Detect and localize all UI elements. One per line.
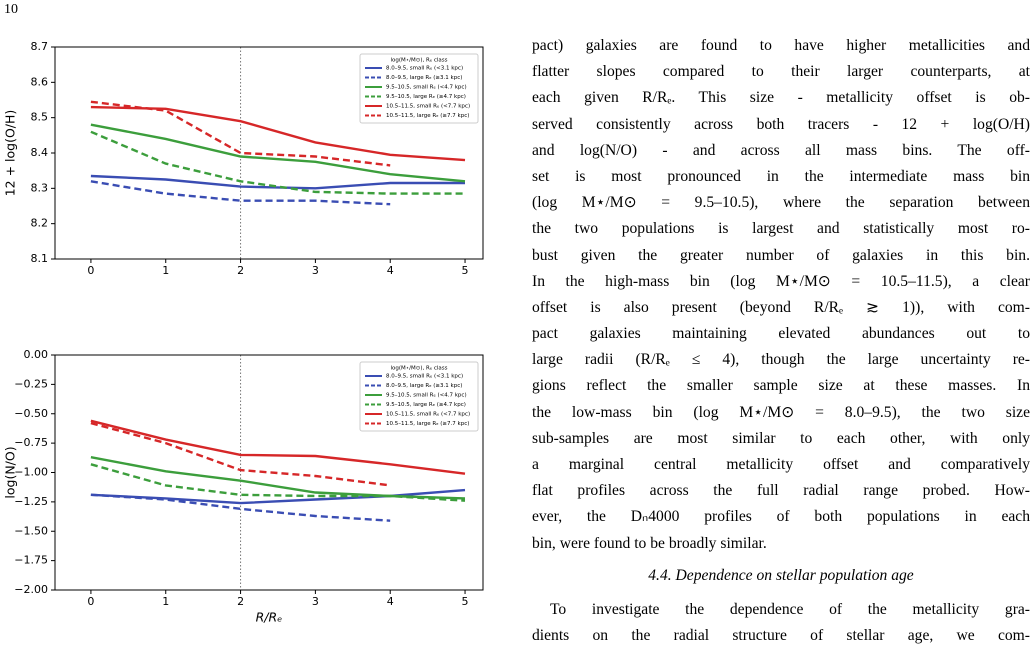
series-line <box>90 130 465 195</box>
x-tick-label: 3 <box>312 595 319 608</box>
text-line: bust given the greater number of galaxie… <box>532 246 1030 264</box>
plot-frame <box>54 46 484 260</box>
text-line: In the high-mass bin (log M⋆/M⊙ = 10.5–1… <box>532 272 1030 290</box>
chart: −2.00 −1.75 −1.50 −1.25 −1.00 −0.75 −0.50 −0.25… <box>3 348 484 625</box>
series-line <box>90 456 466 500</box>
x-tick-label: 5 <box>462 264 469 277</box>
text-line: (log M⋆/M⊙ = 9.5–10.5), where the separa… <box>532 194 1030 212</box>
text-line: ever, the Dₙ4000 profiles of both popula… <box>532 508 1030 526</box>
legend-label: 9.5–10.5, large Rₑ (≥4.7 kpc) <box>386 402 466 408</box>
x-tick-label: 1 <box>162 264 169 277</box>
y-tick-label: −1.75 <box>14 554 48 567</box>
legend: log(M⋆/M⊙), Rₑ class 8.0–9.5, small Rₑ (<… <box>359 53 479 124</box>
legend-label: 9.5–10.5, large Rₑ (≥4.7 kpc) <box>386 94 466 100</box>
y-tick-label: 0.00 <box>24 348 49 361</box>
text-line: To investigate the dependence of the met… <box>550 601 1030 618</box>
series-line <box>90 100 391 167</box>
series-line <box>90 105 466 162</box>
y-tick-label: −1.50 <box>14 524 48 537</box>
legend-label: 10.5–11.5, small Rₑ (<7.7 kpc) <box>386 104 470 110</box>
text-line: dients on the radial structure of stella… <box>532 627 1030 645</box>
legend-label: 10.5–11.5, small Rₑ (<7.7 kpc) <box>386 412 470 418</box>
x-tick-label: 0 <box>87 264 94 277</box>
y-tick-label: 8.6 <box>31 75 49 88</box>
text-line: large radii (R/Rₑ ≤ 4), though the large… <box>532 351 1030 369</box>
text-line: the two populations is largest and stati… <box>532 220 1030 238</box>
legend-label: 9.5–10.5, small Rₑ (<4.7 kpc) <box>386 393 467 399</box>
legend-label: 9.5–10.5, small Rₑ (<4.7 kpc) <box>386 85 467 91</box>
series-line <box>90 419 466 475</box>
y-tick-label: 8.2 <box>31 217 49 230</box>
legend-box <box>359 53 479 124</box>
section-heading: 4.4. Dependence on stellar population ag… <box>648 567 914 584</box>
series-line <box>90 123 466 183</box>
x-tick-label: 1 <box>162 595 169 608</box>
text-line: the low-mass bin (log M⋆/M⊙ = 8.0–9.5), … <box>532 403 1030 421</box>
x-tick-label: 2 <box>237 595 244 608</box>
series-line <box>90 421 391 487</box>
y-tick-label: 8.1 <box>31 252 49 265</box>
text-line: sub-samples are most similar to each oth… <box>532 429 1030 447</box>
y-tick-label: −1.25 <box>14 495 48 508</box>
y-axis-label: log(N/O) <box>3 446 18 498</box>
chart: 8.1 8.2 8.3 8.4 8.5 8.6 8.7 0 1 2 3 4 5 12 + log(O/H)… <box>3 40 484 277</box>
text-line: bin, were found to be broadly similar. <box>532 534 767 552</box>
legend-label: 8.0–9.5, small Rₑ (<3.1 kpc) <box>386 66 463 72</box>
x-axis-label: R/Rₑ <box>256 610 283 625</box>
x-tick-label: 0 <box>87 595 94 608</box>
legend-title: log(M⋆/M⊙), Rₑ class <box>390 58 447 64</box>
y-tick-label: −0.50 <box>14 407 48 420</box>
text-column: pact) galaxies are found to have higher … <box>532 33 1030 557</box>
series-line <box>90 488 466 505</box>
x-tick-label: 3 <box>312 264 319 277</box>
legend-title: log(M⋆/M⊙), Rₑ class <box>390 366 447 372</box>
y-axis-label: 12 + log(O/H) <box>3 110 18 197</box>
x-tick-label: 2 <box>237 264 244 277</box>
legend-label: 8.0–9.5, large Rₑ (≥3.1 kpc) <box>386 383 462 389</box>
text-line: flat profiles across the full radial ran… <box>532 482 1030 500</box>
text-line: gions reflect the smaller sample size at… <box>532 377 1030 395</box>
section-text: To investigate the dependence of the met… <box>532 597 1030 649</box>
y-tick-label: 8.7 <box>31 40 49 53</box>
legend-label: 8.0–9.5, small Rₑ (<3.1 kpc) <box>386 374 463 380</box>
series-line <box>90 180 391 206</box>
text-line: pact galaxies maintaining elevated abund… <box>532 325 1030 343</box>
y-tick-label: −2.00 <box>14 583 48 596</box>
plot-frame <box>54 354 484 591</box>
text-line: each given R/Rₑ. This size - metallicity… <box>532 89 1030 107</box>
page-number: 10 <box>4 2 18 17</box>
legend: log(M⋆/M⊙), Rₑ class 8.0–9.5, small Rₑ (<… <box>359 361 479 432</box>
x-tick-label: 4 <box>387 264 394 277</box>
x-tick-label: 5 <box>462 595 469 608</box>
y-tick-label: −0.75 <box>14 436 48 449</box>
y-tick-label: 8.5 <box>31 111 49 124</box>
y-tick-label: −0.25 <box>14 377 48 390</box>
text-line: set is most pronounced in the intermedia… <box>532 167 1030 185</box>
legend-box <box>359 361 479 432</box>
text-line: a marginal central metallicity offset an… <box>532 456 1030 473</box>
text-line: and log(N/O) - and across all mass bins.… <box>532 141 1030 159</box>
x-tick-label: 4 <box>387 595 394 608</box>
text-line: served consistently across both tracers … <box>532 115 1030 133</box>
legend-label: 10.5–11.5, large Rₑ (≥7.7 kpc) <box>386 421 469 427</box>
legend-label: 10.5–11.5, large Rₑ (≥7.7 kpc) <box>386 113 469 119</box>
series-line <box>90 463 466 502</box>
text-line: pact) galaxies are found to have higher … <box>532 37 1030 54</box>
text-line: flatter slopes compared to their larger … <box>532 63 1030 81</box>
text-line: offset is also present (beyond R/Rₑ ≳ 1)… <box>532 298 1030 316</box>
series-line <box>90 174 465 190</box>
y-tick-label: 8.4 <box>31 146 49 159</box>
y-tick-label: 8.3 <box>31 181 49 194</box>
series-line <box>90 493 391 522</box>
legend-label: 8.0–9.5, large Rₑ (≥3.1 kpc) <box>386 75 462 81</box>
y-tick-label: −1.00 <box>14 466 48 479</box>
